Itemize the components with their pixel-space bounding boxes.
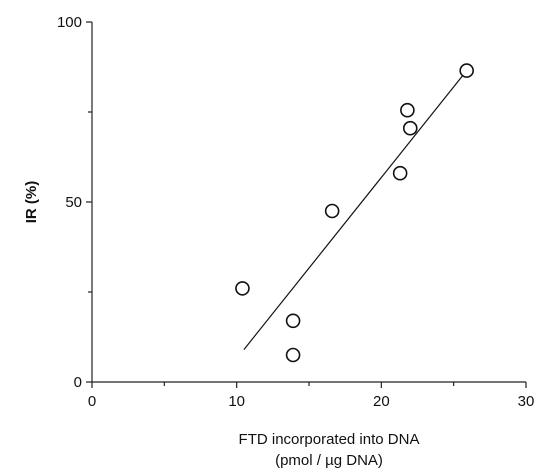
data-point: [285, 347, 301, 363]
x-tick-label: 0: [88, 393, 96, 410]
x-tick-label: 20: [373, 393, 390, 410]
y-tick-label: 100: [57, 14, 82, 31]
y-tick-label: 50: [65, 194, 82, 211]
y-tick-label: 0: [74, 374, 82, 391]
data-point: [402, 120, 418, 136]
data-point: [235, 281, 250, 296]
data-point: [392, 165, 408, 181]
data-point: [459, 63, 474, 78]
axes: [91, 22, 526, 383]
ticks: 0 10 20 30 0 50 100: [57, 14, 534, 410]
data-point: [324, 203, 340, 219]
y-axis-title: IR (%): [23, 181, 40, 224]
plot-area: [235, 63, 474, 363]
x-tick-label: 30: [518, 393, 535, 410]
x-tick-label: 10: [228, 393, 245, 410]
x-axis-unit: (pmol / µg DNA): [275, 452, 383, 469]
data-point: [400, 102, 415, 118]
regression-line: [243, 72, 466, 350]
x-axis-title: FTD incorporated into DNA: [239, 431, 420, 448]
data-point: [285, 313, 301, 329]
